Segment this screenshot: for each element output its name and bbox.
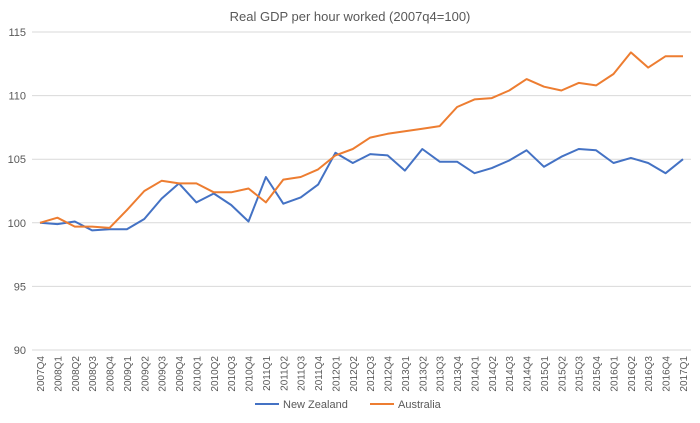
x-tick-label: 2017Q1 [679, 356, 690, 392]
x-tick-label: 2011Q4 [314, 356, 325, 391]
x-tick-label: 2013Q1 [401, 356, 412, 392]
series-line-new-zealand [39, 148, 684, 232]
x-tick-label: 2012Q3 [366, 356, 377, 392]
x-tick-label: 2010Q2 [210, 356, 221, 392]
x-tick-label: 2015Q2 [557, 356, 568, 392]
x-tick-label: 2012Q2 [349, 356, 360, 392]
x-tick-label: 2013Q4 [453, 356, 464, 392]
x-tick-label: 2015Q3 [575, 356, 586, 392]
x-tick-label: 2014Q1 [470, 356, 481, 392]
x-tick-label: 2007Q4 [36, 356, 47, 392]
x-tick-label: 2008Q4 [106, 356, 117, 392]
legend-label: Australia [398, 399, 442, 411]
y-tick-label: 115 [8, 27, 26, 39]
y-tick-label: 105 [8, 154, 26, 166]
legend-label: New Zealand [283, 399, 348, 411]
x-tick-label: 2013Q2 [418, 356, 429, 392]
y-tick-label: 95 [14, 281, 26, 293]
x-tick-label: 2016Q3 [644, 356, 655, 392]
x-tick-label: 2009Q2 [140, 356, 151, 392]
x-tick-label: 2008Q2 [71, 356, 82, 392]
x-tick-label: 2014Q3 [505, 356, 516, 392]
x-tick-label: 2008Q1 [53, 356, 64, 392]
x-tick-label: 2011Q2 [279, 356, 290, 391]
y-tick-label: 110 [8, 91, 26, 103]
x-tick-label: 2016Q4 [662, 356, 673, 392]
x-tick-label: 2011Q1 [262, 356, 273, 391]
x-tick-label: 2016Q1 [609, 356, 620, 392]
y-tick-label: 90 [14, 345, 26, 357]
chart-title: Real GDP per hour worked (2007q4=100) [230, 9, 471, 24]
y-tick-label: 100 [8, 218, 26, 230]
x-tick-label: 2014Q4 [523, 356, 534, 392]
x-tick-label: 2010Q3 [227, 356, 238, 392]
x-tick-label: 2010Q1 [192, 356, 203, 392]
x-tick-label: 2013Q3 [436, 356, 447, 392]
x-tick-label: 2012Q4 [384, 356, 395, 392]
x-tick-label: 2015Q4 [592, 356, 603, 392]
x-tick-label: 2012Q1 [331, 356, 342, 392]
x-tick-label: 2015Q1 [540, 356, 551, 392]
series-line-australia [39, 51, 683, 229]
x-tick-label: 2014Q2 [488, 356, 499, 392]
x-tick-label: 2011Q3 [297, 356, 308, 391]
x-tick-label: 2010Q4 [245, 356, 256, 392]
x-tick-label: 2008Q3 [88, 356, 99, 392]
x-tick-label: 2016Q2 [627, 356, 638, 392]
x-tick-label: 2009Q3 [158, 356, 169, 392]
x-tick-label: 2009Q4 [175, 356, 186, 392]
x-tick-label: 2009Q1 [123, 356, 134, 392]
